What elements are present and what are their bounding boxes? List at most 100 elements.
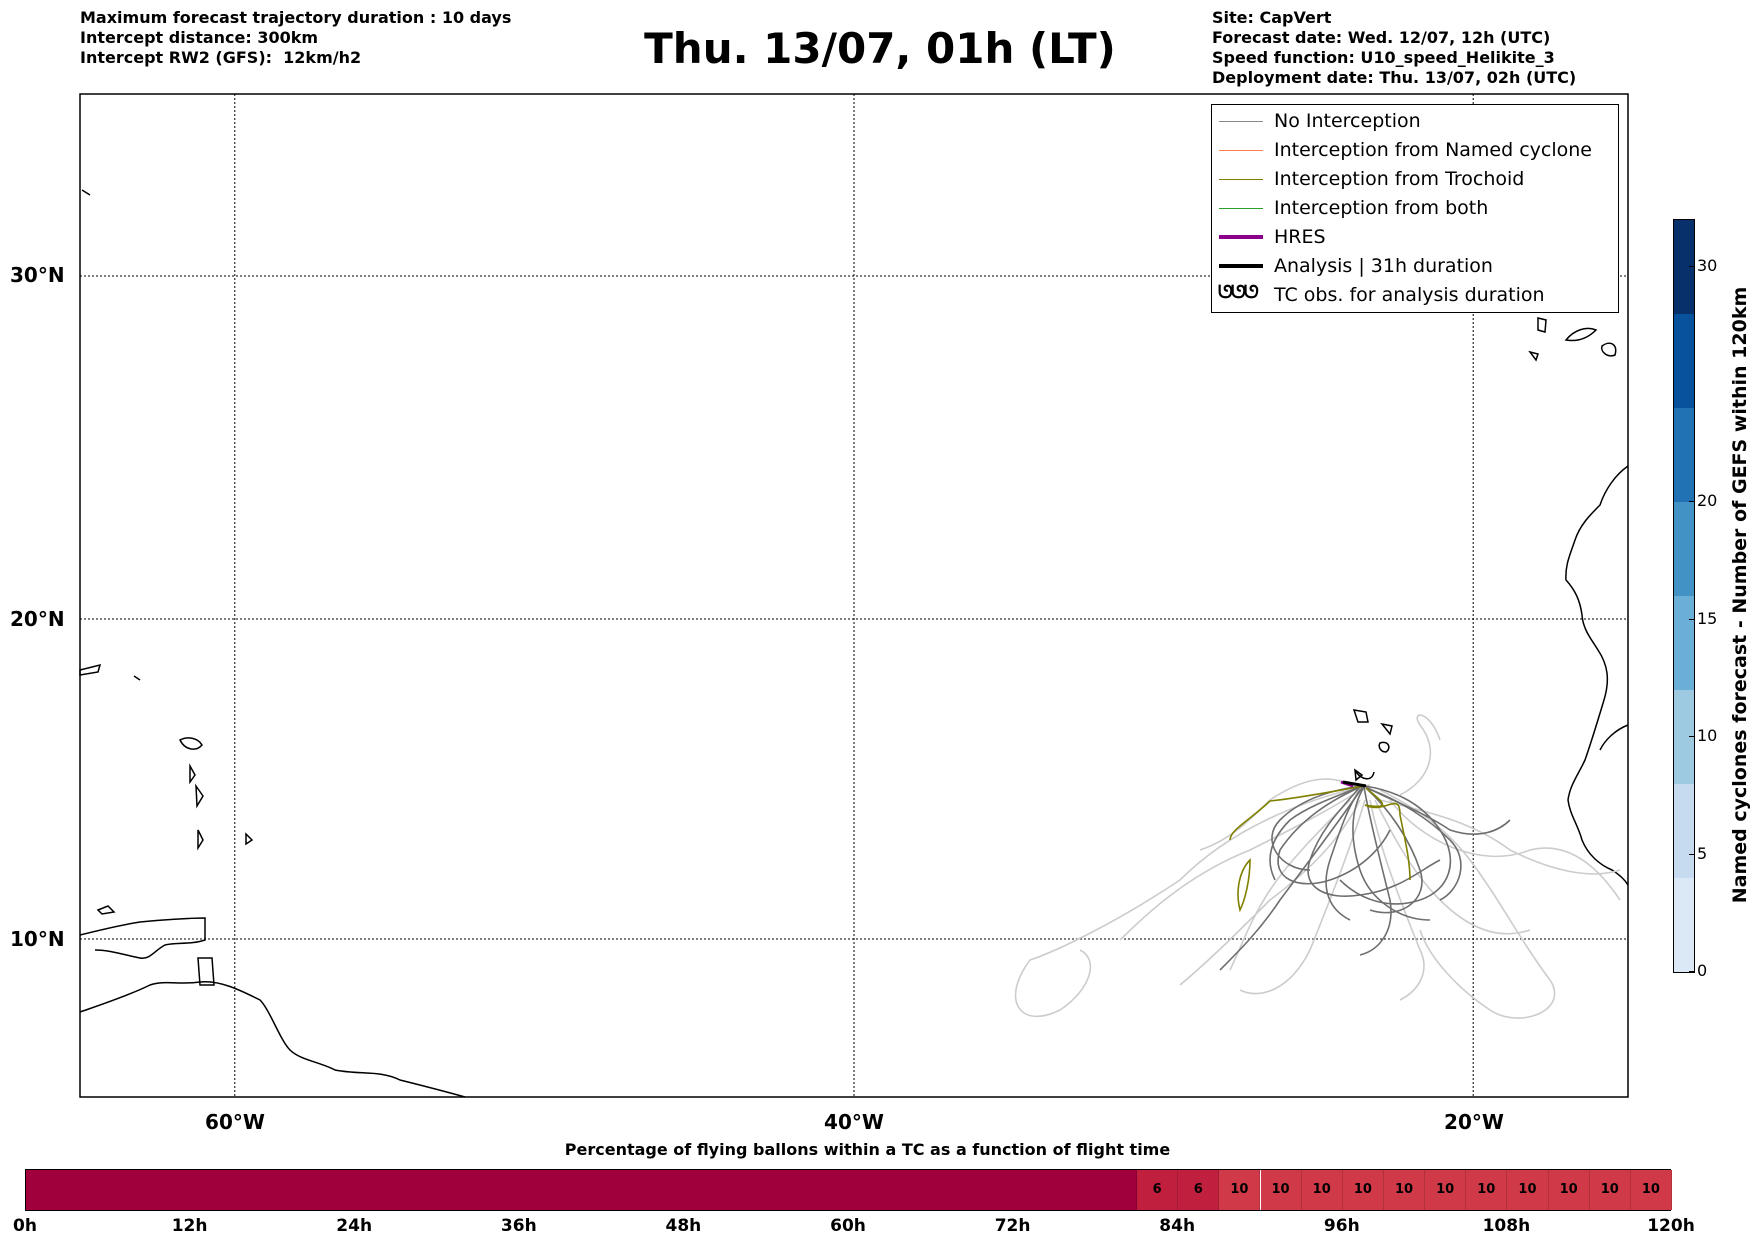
colorbar-segment xyxy=(1674,502,1694,596)
forecast-date-text: Forecast date: Wed. 12/07, 12h (UTC) xyxy=(1212,28,1551,47)
lon-label-20w: 20°W xyxy=(1444,1110,1504,1134)
analysis-line xyxy=(1342,780,1367,788)
header-right-info: Site: CapVert Forecast date: Wed. 12/07,… xyxy=(1212,8,1576,88)
time-bar-title: Percentage of flying ballons within a TC… xyxy=(564,1140,1171,1159)
lon-label-40w: 40°W xyxy=(824,1110,884,1134)
map-legend: No Interception Interception from Named … xyxy=(1211,104,1619,313)
legend-item-analysis: Analysis | 31h duration xyxy=(1212,252,1618,281)
trajectory-faint xyxy=(1119,789,1361,941)
island-canary-2 xyxy=(1564,327,1598,342)
colorbar-tick-label: 5 xyxy=(1697,843,1708,863)
trajectory-dark xyxy=(1365,786,1511,835)
trajectory-dark xyxy=(1352,786,1431,921)
colorbar-tick-mark xyxy=(1689,501,1694,502)
island-canary-1 xyxy=(1537,317,1547,333)
island-capeverde-4 xyxy=(1354,768,1364,782)
island-trinidad xyxy=(197,957,215,986)
island-capeverde-1 xyxy=(1352,709,1369,723)
island-guadeloupe xyxy=(178,737,203,750)
colorbar-segment xyxy=(1674,314,1694,408)
time-bar-tick-label: 84h xyxy=(1159,1216,1196,1236)
time-bar-cell: 10 xyxy=(1466,1170,1508,1210)
time-bar-tick-label: 60h xyxy=(830,1216,866,1236)
island-small-2 xyxy=(96,905,116,915)
time-bar-cell: 10 xyxy=(1260,1170,1302,1210)
time-bar-tick-label: 36h xyxy=(500,1216,537,1236)
island-capeverde-2 xyxy=(1380,722,1393,736)
trajectory-dark xyxy=(1219,787,1363,971)
site-text: Site: CapVert xyxy=(1212,8,1332,27)
coast-africa xyxy=(1565,465,1629,886)
time-bar-tick-label: 72h xyxy=(994,1216,1031,1236)
trajectory-trochoid xyxy=(1229,785,1365,841)
colorbar-label: Named cyclones forecast - Number of GEFS… xyxy=(1729,286,1751,904)
coast-venezuela-north xyxy=(79,917,206,959)
legend-label: HRES xyxy=(1274,226,1326,248)
legend-item-named-cyclone: Interception from Named cyclone xyxy=(1212,136,1618,165)
tc-obs-symbol-icon: ᘎᘎᘎ xyxy=(1218,282,1259,303)
time-bar-tick-label: 0h xyxy=(13,1216,37,1236)
lat-label-20n: 20°N xyxy=(10,607,65,631)
flight-time-bar: 6 6 10 10 10 10 10 10 10 10 10 10 10 xyxy=(25,1169,1672,1211)
time-bar-cell: 6 xyxy=(1178,1170,1220,1210)
trajectory-faint xyxy=(1014,784,1371,1018)
colorbar-tick-label: 30 xyxy=(1697,256,1718,275)
time-bar-cell: 10 xyxy=(1548,1170,1590,1210)
legend-label: Interception from Named cyclone xyxy=(1274,139,1592,161)
trajectory-faint xyxy=(1239,799,1366,995)
time-bar-cell: 10 xyxy=(1301,1170,1343,1210)
colorbar-tick-label: 10 xyxy=(1697,726,1718,745)
trajectory-faint xyxy=(1199,778,1361,851)
time-bar-tick-label: 96h xyxy=(1323,1216,1360,1236)
deployment-date-text: Deployment date: Thu. 13/07, 02h (UTC) xyxy=(1212,68,1577,87)
coast-south-america xyxy=(79,981,466,1098)
trajectory-faint xyxy=(1379,799,1621,875)
time-bar-cell: 10 xyxy=(1630,1170,1672,1210)
trajectory-dark xyxy=(1339,785,1452,905)
lat-label-30n: 30°N xyxy=(10,263,65,287)
colorbar-tick-mark xyxy=(1689,266,1694,267)
page-title: Thu. 13/07, 01h (LT) xyxy=(644,24,1116,73)
island-capeverde-5 xyxy=(1355,771,1375,780)
colorbar-segment xyxy=(1674,220,1694,314)
cyclone-colorbar xyxy=(1673,219,1695,973)
colorbar-segment xyxy=(1674,408,1694,502)
trajectories-trochoid xyxy=(1229,785,1411,913)
time-bar-tick-label: 108h xyxy=(1482,1216,1531,1236)
legend-label: Interception from Trochoid xyxy=(1274,168,1525,190)
time-bar-cell: 10 xyxy=(1342,1170,1384,1210)
colorbar-segment xyxy=(1674,878,1694,972)
legend-label: TC obs. for analysis duration xyxy=(1274,284,1545,306)
colorbar-tick-mark xyxy=(1689,736,1694,737)
time-bar-tick-label: 12h xyxy=(171,1216,208,1236)
island-stvincent xyxy=(197,829,204,851)
coast-africa-bulge xyxy=(1599,724,1629,751)
legend-label: Interception from both xyxy=(1274,197,1489,219)
analysis-trajectory xyxy=(1342,780,1367,788)
lat-label-10n: 10°N xyxy=(10,927,65,951)
legend-item-tc-obs: ᘎᘎᘎ TC obs. for analysis duration xyxy=(1212,281,1618,310)
time-bar-cell: 10 xyxy=(1507,1170,1549,1210)
intercept-rw2-text: Intercept RW2 (GFS): 12km/h2 xyxy=(80,48,362,67)
time-bar-cell: 10 xyxy=(1425,1170,1467,1210)
header-left-info: Maximum forecast trajectory duration : 1… xyxy=(80,8,511,68)
island-barbados xyxy=(245,832,254,846)
time-bar-cell xyxy=(26,1170,1138,1210)
intercept-distance-text: Intercept distance: 300km xyxy=(80,28,319,47)
colorbar-tick-mark xyxy=(1689,853,1694,855)
legend-swatch xyxy=(1219,179,1263,180)
colorbar-tick-mark xyxy=(1689,971,1694,972)
legend-swatch xyxy=(1219,150,1263,151)
time-bar-tick-label: 24h xyxy=(336,1216,373,1236)
trajectory-faint xyxy=(1399,714,1441,796)
time-bar-cell: 6 xyxy=(1137,1170,1179,1210)
speed-function-text: Speed function: U10_speed_Helikite_3 xyxy=(1212,48,1555,67)
legend-swatch xyxy=(1219,264,1263,268)
trajectory-dark xyxy=(1269,785,1363,881)
colorbar-segment xyxy=(1674,784,1694,878)
colorbar-tick-label: 15 xyxy=(1697,608,1718,628)
legend-swatch xyxy=(1219,208,1263,209)
trajectory-dark xyxy=(1359,786,1392,956)
trajectory-faint xyxy=(1389,799,1621,901)
time-bar-tick-label: 48h xyxy=(665,1216,702,1236)
